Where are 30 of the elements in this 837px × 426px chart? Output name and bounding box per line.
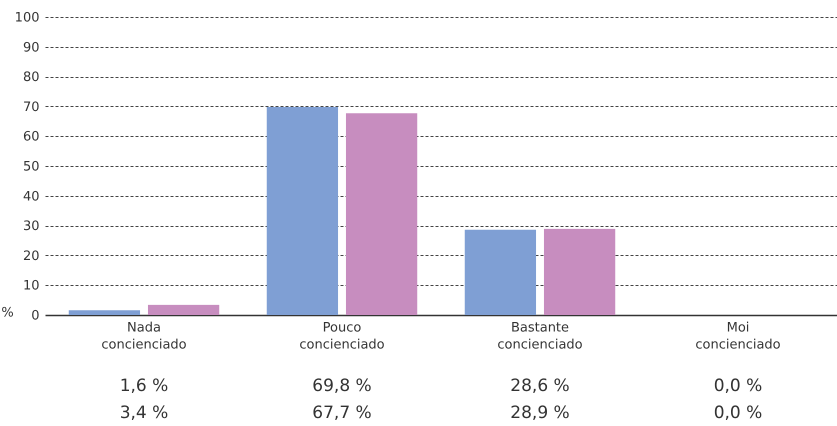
y-tick-label: 40 [22,189,40,204]
y-axis-title: % [1,306,14,320]
y-tick-label: 100 [14,10,40,26]
data-label: 1,6 % [120,376,168,396]
y-tick-label: 10 [22,278,40,294]
y-tick-label: 30 [22,219,40,234]
y-tick-label: 50 [22,160,40,174]
data-label: 3,4 % [120,403,168,423]
bar [266,106,338,315]
data-label: 67,7 % [312,403,372,423]
y-tick-label: 60 [22,130,40,145]
y-tick-label: 80 [22,70,40,86]
x-tick-label: Bastante concienciado [497,320,583,352]
y-tick-label: 90 [22,40,40,56]
x-tick-label: Pouco concienciado [299,320,385,352]
data-label: 28,9 % [510,403,570,423]
y-tick-label: 70 [22,100,40,115]
y-tick-label: 20 [22,248,40,264]
data-label: 28,6 % [510,376,570,396]
y-tick-label: 0 [31,308,40,324]
bar [148,304,220,315]
x-tick-label: Moi concienciado [695,320,781,352]
bar [346,113,418,315]
bar [544,228,616,315]
bar [464,230,536,315]
data-label: 0,0 % [714,403,762,423]
data-label: 0,0 % [714,376,762,396]
x-tick-label: Nada concienciado [101,320,187,352]
data-label: 69,8 % [312,376,372,396]
bar [68,310,140,315]
